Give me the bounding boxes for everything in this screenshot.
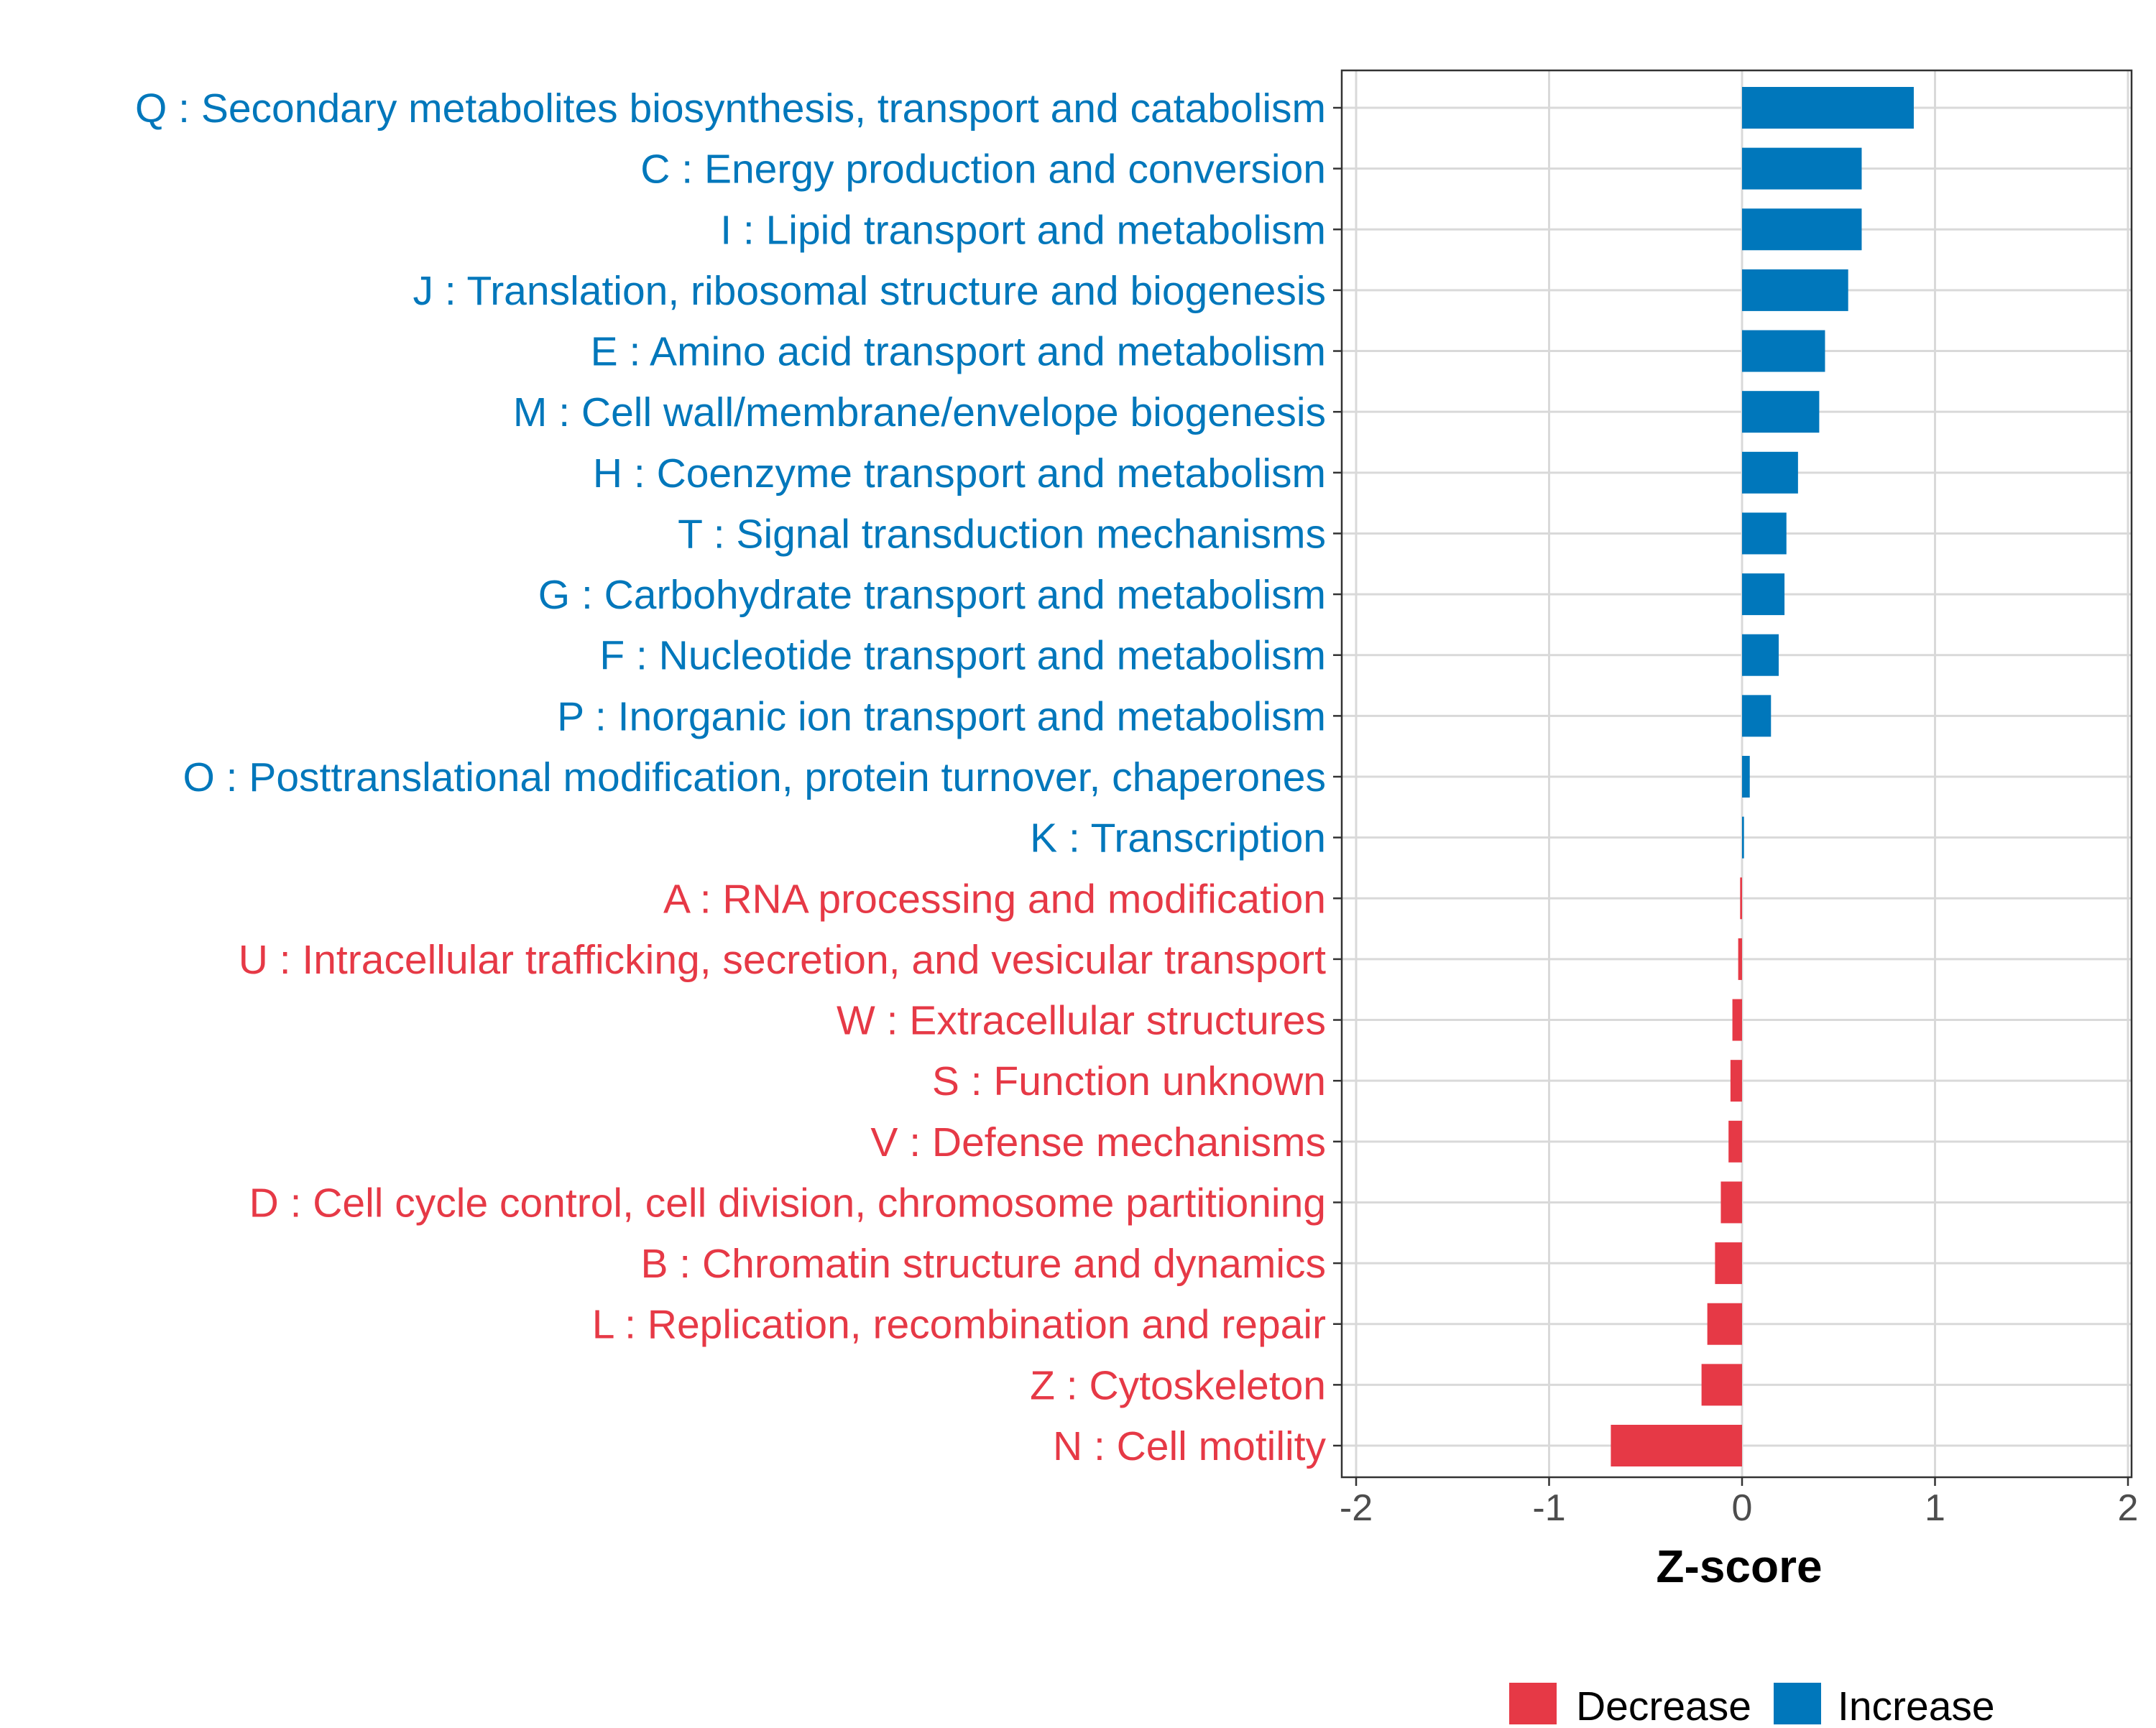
- x-axis: -2 -1 0 1 2: [1340, 1477, 2139, 1529]
- legend: Decrease Increase: [1509, 1683, 1995, 1728]
- y-tick-label: A : RNA processing and modification: [663, 876, 1326, 922]
- y-tick-label: B : Chromatin structure and dynamics: [640, 1241, 1326, 1287]
- y-tick-label: K : Transcription: [1030, 816, 1326, 861]
- y-tick-label: M : Cell wall/membrane/envelope biogenes…: [513, 389, 1326, 435]
- legend-label: Increase: [1838, 1683, 1995, 1724]
- bar: [1732, 999, 1742, 1041]
- bar: [1715, 1242, 1742, 1285]
- x-tick-label: 2: [2118, 1487, 2139, 1529]
- x-axis-title: Z-score: [1656, 1540, 1822, 1592]
- y-tick-label: H : Coenzyme transport and metabolism: [593, 451, 1326, 496]
- x-tick-label: -2: [1340, 1487, 1373, 1529]
- bar: [1742, 512, 1787, 555]
- x-tick-label: -1: [1532, 1487, 1565, 1529]
- bar: [1742, 816, 1744, 859]
- y-tick-label: C : Energy production and conversion: [640, 147, 1326, 193]
- legend-swatch: [1774, 1683, 1821, 1728]
- y-tick-label: U : Intracellular trafficking, secretion…: [239, 937, 1326, 983]
- bar: [1742, 330, 1825, 372]
- bars: [1611, 87, 1914, 1466]
- bar: [1728, 1120, 1742, 1163]
- y-tick-label: T : Signal transduction mechanisms: [678, 511, 1326, 557]
- y-tick-label: O : Posttranslational modification, prot…: [183, 754, 1326, 800]
- y-tick-label: Z : Cytoskeleton: [1030, 1362, 1326, 1408]
- bar: [1742, 451, 1798, 494]
- bar: [1742, 573, 1785, 616]
- y-tick-label: J : Translation, ribosomal structure and…: [413, 268, 1326, 314]
- bar: [1742, 756, 1750, 798]
- y-tick-label: D : Cell cycle control, cell division, c…: [249, 1180, 1326, 1226]
- bar: [1742, 87, 1914, 129]
- y-tick-label: S : Function unknown: [932, 1058, 1326, 1104]
- y-tick-label: L : Replication, recombination and repai…: [592, 1302, 1326, 1348]
- bar: [1742, 695, 1772, 737]
- bar: [1742, 634, 1779, 676]
- bar: [1707, 1303, 1742, 1345]
- y-tick-label: P : Inorganic ion transport and metaboli…: [557, 693, 1326, 739]
- bar: [1742, 208, 1862, 251]
- y-axis-ticks: [1333, 106, 1342, 1447]
- bar: [1742, 391, 1820, 433]
- y-tick-label: F : Nucleotide transport and metabolism: [599, 633, 1326, 679]
- y-tick-label: Q : Secondary metabolites biosynthesis, …: [135, 86, 1326, 131]
- y-tick-label: E : Amino acid transport and metabolism: [591, 329, 1326, 375]
- panel-border: [1340, 69, 2133, 1479]
- y-axis-labels: Q : Secondary metabolites biosynthesis, …: [135, 86, 1327, 1469]
- y-tick-label: G : Carbohydrate transport and metabolis…: [538, 572, 1326, 618]
- legend-label: Decrease: [1576, 1683, 1751, 1724]
- y-tick-label: I : Lipid transport and metabolism: [720, 207, 1326, 253]
- bar: [1611, 1425, 1742, 1466]
- y-tick-label: V : Defense mechanisms: [870, 1119, 1326, 1165]
- bar: [1740, 877, 1742, 920]
- y-tick-label: W : Extracellular structures: [837, 998, 1326, 1044]
- bar: [1701, 1364, 1742, 1406]
- bar: [1720, 1181, 1742, 1224]
- x-tick-label: 0: [1732, 1487, 1753, 1529]
- y-tick-label: N : Cell motility: [1053, 1423, 1327, 1469]
- legend-swatch: [1509, 1683, 1557, 1728]
- bar: [1730, 1060, 1742, 1102]
- bar: [1742, 269, 1848, 311]
- bar: [1738, 938, 1742, 980]
- x-tick-label: 1: [1925, 1487, 1945, 1529]
- bar: [1742, 147, 1862, 190]
